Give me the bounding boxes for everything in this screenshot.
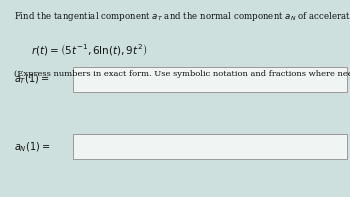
FancyBboxPatch shape [73, 134, 346, 159]
FancyBboxPatch shape [73, 67, 346, 92]
Text: $a_N(1) = $: $a_N(1) = $ [14, 140, 50, 153]
Text: (Express numbers in exact form. Use symbolic notation and fractions where needed: (Express numbers in exact form. Use symb… [14, 70, 350, 78]
Text: Find the tangential component $a_T$ and the normal component $a_N$ of accelerati: Find the tangential component $a_T$ and … [14, 10, 350, 23]
Text: $a_T(1) = $: $a_T(1) = $ [14, 73, 49, 86]
Text: $r(t) = \left(5t^{-1}, 6\ln(t), 9t^2\right)$: $r(t) = \left(5t^{-1}, 6\ln(t), 9t^2\rig… [31, 42, 147, 57]
